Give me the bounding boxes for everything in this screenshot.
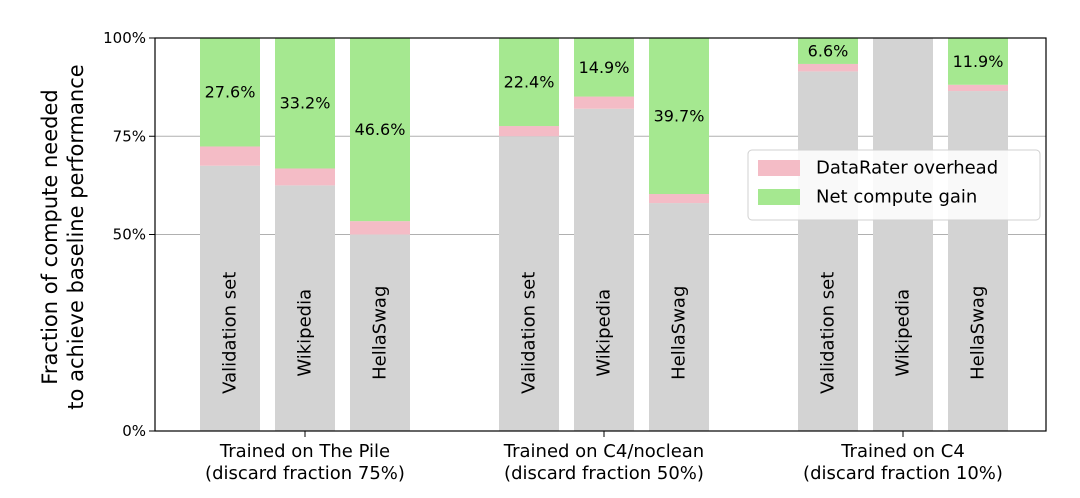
bar-overhead-segment — [798, 63, 858, 72]
gain-data-label: 6.6% — [808, 42, 849, 61]
bar-base-segment — [798, 71, 858, 431]
bar-base-segment — [350, 234, 410, 431]
bar-label: Wikipedia — [893, 289, 914, 377]
gain-data-label: 46.6% — [355, 120, 406, 139]
bar-base-segment — [873, 38, 933, 431]
gain-data-label: 14.9% — [579, 58, 630, 77]
bar-overhead-segment — [574, 96, 634, 109]
x-category-label: (discard fraction 75%) — [205, 463, 405, 484]
gain-data-label: 27.6% — [205, 83, 256, 102]
legend-box — [747, 149, 1041, 221]
y-axis-label-line-2: to achieve baseline performance — [64, 64, 88, 409]
bar-overhead-segment — [200, 146, 260, 166]
gain-data-label: 39.7% — [654, 107, 705, 126]
bar-base-segment — [649, 203, 709, 431]
gain-data-label: 22.4% — [504, 73, 555, 92]
legend-swatch — [758, 189, 800, 205]
bar-label: Validation set — [818, 272, 839, 394]
bar-label: Wikipedia — [295, 289, 316, 377]
legend-entry-label: Net compute gain — [816, 187, 977, 208]
bar-base-segment — [948, 91, 1008, 432]
x-category-label: Trained on The Pile — [219, 441, 390, 462]
bar-gain-segment — [350, 38, 410, 222]
bar-gain-segment — [200, 38, 260, 147]
bar-label: Validation set — [220, 272, 241, 394]
bar-gain-segment — [798, 38, 858, 64]
bar-gain-segment — [275, 38, 335, 169]
y-tick-label: 100% — [103, 29, 146, 47]
legend-entry-label: DataRater overhead — [816, 158, 998, 179]
bar-label: HellaSwag — [370, 286, 391, 380]
y-axis-label-line-1: Fraction of compute needed — [38, 89, 62, 384]
bar-gain-segment — [649, 38, 709, 195]
legend-swatch — [758, 160, 800, 176]
bar-label: Validation set — [519, 272, 540, 394]
bar-base-segment — [275, 185, 335, 431]
bar-gain-segment — [948, 38, 1008, 85]
y-tick-label: 0% — [122, 422, 146, 440]
legend: DataRater overhead Net compute gain — [747, 149, 1041, 221]
y-axis-label: Fraction of compute needed to achieve ba… — [38, 64, 88, 409]
y-tick-label: 75% — [113, 127, 146, 145]
bar-overhead-segment — [275, 168, 335, 186]
bar-gain-segment — [499, 38, 559, 127]
axes: Trained on The Pile(discard fraction 75%… — [103, 29, 1047, 484]
bar-overhead-segment — [948, 84, 1008, 92]
x-category-label: Trained on C4 — [840, 441, 965, 462]
x-category-label: (discard fraction 10%) — [803, 463, 1003, 484]
bar-overhead-segment — [499, 126, 559, 137]
gain-data-label: 33.2% — [280, 94, 331, 113]
bar-gain-segment — [574, 38, 634, 97]
bar-label: Wikipedia — [594, 289, 615, 377]
gain-data-label: 11.9% — [953, 52, 1004, 71]
bar-label: HellaSwag — [968, 286, 989, 380]
bars: Validation set 27.6% Wikipedia 33.2% HellaSw… — [200, 38, 1008, 432]
bar-base-segment — [574, 108, 634, 432]
bar-base-segment — [200, 165, 260, 431]
bar-overhead-segment — [350, 221, 410, 235]
bar-label: HellaSwag — [669, 286, 690, 380]
x-category-label: Trained on C4/noclean — [503, 441, 704, 462]
x-category-label: (discard fraction 50%) — [504, 463, 704, 484]
bar-base-segment — [499, 136, 559, 431]
bar-overhead-segment — [649, 194, 709, 204]
y-tick-label: 50% — [113, 226, 146, 244]
